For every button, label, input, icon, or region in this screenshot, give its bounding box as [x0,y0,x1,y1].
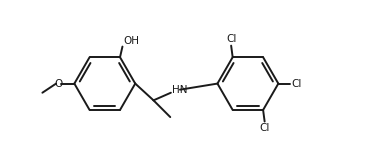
Text: O: O [54,79,63,89]
Text: OH: OH [123,36,139,46]
Text: Cl: Cl [291,79,301,89]
Text: Cl: Cl [226,34,236,44]
Text: HN: HN [172,85,187,95]
Text: Cl: Cl [260,123,270,133]
